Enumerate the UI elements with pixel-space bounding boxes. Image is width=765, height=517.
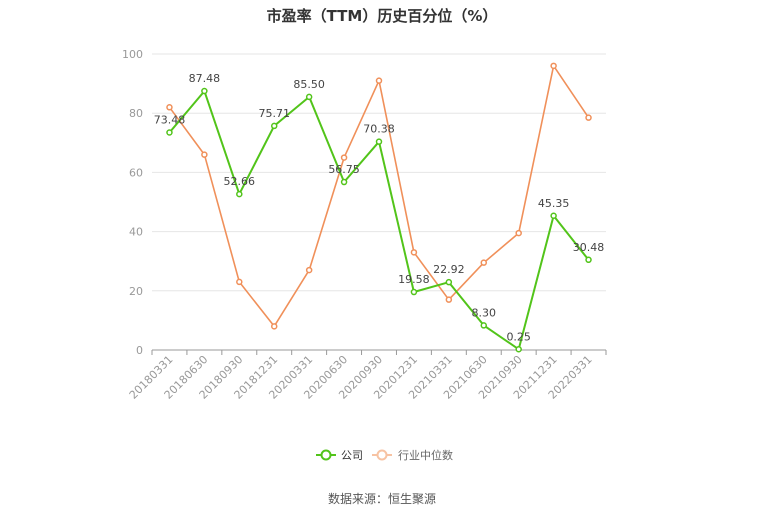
data-label: 30.48 — [573, 241, 605, 254]
data-point[interactable] — [585, 114, 592, 121]
y-tick-label: 100 — [122, 48, 143, 61]
data-point[interactable] — [270, 323, 278, 330]
data-point[interactable] — [445, 296, 453, 303]
data-point[interactable] — [585, 256, 592, 264]
data-point[interactable] — [515, 346, 522, 353]
data-point[interactable] — [550, 62, 557, 70]
data-point[interactable] — [236, 190, 243, 198]
data-point[interactable] — [410, 288, 418, 296]
data-label: 70.38 — [363, 123, 395, 136]
y-tick-label: 40 — [129, 226, 143, 239]
legend-item-0[interactable]: 公司 — [316, 449, 363, 462]
data-point[interactable] — [445, 278, 453, 286]
data-point[interactable] — [375, 77, 383, 84]
series-layer — [166, 62, 592, 353]
data-label: 0.25 — [506, 330, 531, 343]
data-point[interactable] — [375, 138, 383, 145]
legend-item-1[interactable]: 行业中位数 — [372, 448, 453, 462]
data-label: 45.35 — [538, 197, 570, 210]
legend-label: 行业中位数 — [398, 448, 453, 462]
data-point[interactable] — [270, 122, 278, 130]
data-point[interactable] — [166, 129, 173, 136]
data-point[interactable] — [236, 278, 243, 286]
y-tick-label: 60 — [129, 166, 143, 179]
data-label: 19.58 — [398, 273, 430, 286]
chart-title: 市盈率（TTM）历史百分位（%） — [267, 7, 498, 25]
y-tick-label: 0 — [136, 344, 143, 357]
source-note: 数据来源：恒生聚源 — [328, 491, 436, 506]
y-tick-label: 20 — [129, 285, 143, 298]
data-point[interactable] — [201, 151, 208, 158]
data-label-layer: 73.48 87.48 52.66 75.71 85.50 56.75 70.38 19.58… — [154, 72, 605, 343]
data-label: 85.50 — [293, 78, 325, 91]
data-point[interactable] — [340, 154, 348, 161]
data-point[interactable] — [340, 178, 348, 186]
data-point[interactable] — [201, 87, 208, 95]
legend-swatch-marker — [320, 449, 332, 461]
series-line-1 — [168, 65, 590, 328]
data-label: 75.71 — [258, 107, 290, 120]
data-label: 8.30 — [472, 306, 497, 319]
data-label: 52.66 — [224, 175, 256, 188]
data-point[interactable] — [515, 229, 522, 237]
data-point[interactable] — [550, 212, 557, 220]
data-point[interactable] — [480, 259, 488, 266]
data-label: 56.75 — [328, 163, 360, 176]
legend-swatch-marker — [376, 449, 388, 461]
data-point[interactable] — [305, 266, 313, 274]
data-point[interactable] — [410, 249, 418, 256]
axis-layer: 0204060801002018033120180630201809302018… — [122, 48, 607, 402]
data-point[interactable] — [480, 322, 488, 329]
data-label: 73.48 — [154, 113, 186, 126]
y-tick-label: 80 — [129, 107, 143, 120]
legend-label: 公司 — [341, 449, 363, 462]
legend[interactable]: 公司 行业中位数 — [316, 448, 453, 462]
data-label: 22.92 — [433, 263, 465, 276]
data-label: 87.48 — [189, 72, 221, 85]
data-point[interactable] — [305, 93, 313, 101]
data-point[interactable] — [166, 104, 173, 111]
